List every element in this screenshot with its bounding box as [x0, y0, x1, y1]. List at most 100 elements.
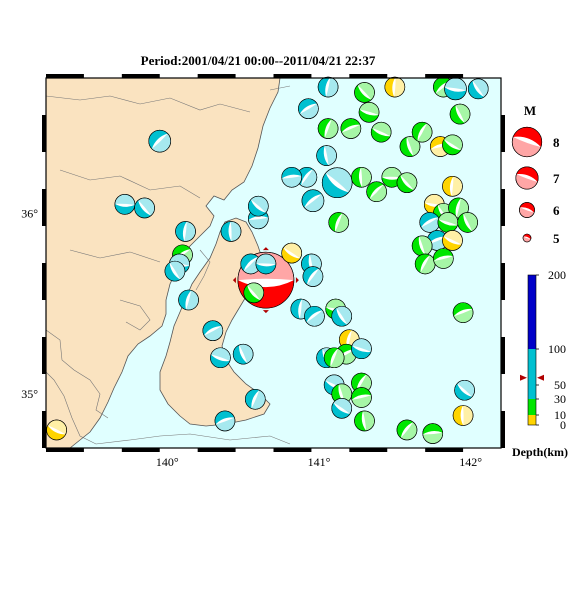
earthquake-event [328, 212, 350, 233]
earthquake-event [301, 189, 325, 213]
frame-tick-left [42, 411, 46, 448]
earthquake-event [321, 167, 353, 198]
earthquake-event [452, 405, 474, 426]
earthquake-event [340, 118, 362, 139]
earthquake-event [164, 260, 186, 282]
coastline-path [69, 249, 161, 263]
depth-scale-title: Depth(km) [512, 445, 568, 459]
coastline-path [59, 169, 201, 199]
earthquake-event [354, 82, 375, 103]
earthquake-event [442, 230, 463, 251]
depth-band [528, 399, 536, 415]
earthquake-event [414, 253, 436, 275]
depth-band [528, 275, 536, 349]
earthquake-event [396, 172, 418, 193]
main-shock-marker [295, 277, 299, 284]
earthquake-event [351, 372, 372, 394]
frame-tick-right [501, 411, 505, 448]
depth-band [528, 415, 536, 425]
depth-tick-label: 100 [548, 342, 566, 356]
earthquake-event [134, 197, 155, 219]
earthquake-event [298, 98, 319, 119]
coastline-path [269, 85, 291, 91]
earthquake-event [220, 221, 242, 242]
earthquake-event [232, 343, 254, 365]
latitude-tick-label: 35° [21, 387, 38, 401]
earthquake-event [46, 419, 67, 441]
earthquake-event [384, 76, 406, 98]
earthquake-event [175, 221, 196, 242]
earthquake-event [419, 212, 441, 233]
earthquake-event [358, 101, 380, 123]
frame-tick-right [501, 115, 505, 152]
depth-tick-label: 0 [560, 418, 566, 432]
magnitude-legend-symbol [515, 166, 539, 190]
earthquake-event [302, 266, 324, 287]
earthquake-event [454, 379, 475, 401]
earthquake-event [202, 320, 224, 341]
earthquake-event [354, 410, 375, 432]
depth-tick-label: 30 [554, 392, 566, 406]
earthquake-event [351, 166, 372, 188]
earthquake-event [433, 248, 454, 269]
frame-tick-left [42, 189, 46, 226]
magnitude-legend: M 8 7 6 5 [511, 103, 560, 246]
earthquake-event [396, 419, 418, 441]
map-area: 140° 141° 142° 35° 36° [21, 74, 505, 469]
longitude-tick-label: 140° [156, 455, 179, 469]
earthquake-event [317, 76, 339, 98]
map-title: Period:2001/04/21 00:00--2011/04/21 22:3… [141, 53, 376, 68]
magnitude-legend-title: M [524, 103, 536, 118]
frame-tick-right [501, 189, 505, 226]
map-frame-ticks [42, 74, 505, 452]
frame-tick-bottom [46, 448, 84, 452]
earthquake-event [442, 134, 463, 156]
depth-tick-label: 200 [548, 268, 566, 282]
depth-band [528, 349, 536, 399]
earthquake-event [351, 387, 372, 408]
earthquake-event [304, 305, 325, 327]
earthquake-event [452, 302, 474, 323]
magnitude-legend-label: 6 [553, 203, 560, 218]
earthquake-event [331, 397, 353, 419]
depth-tick-label: 10 [554, 408, 566, 422]
earthquake-event [248, 195, 269, 217]
earthquake-events [46, 76, 489, 444]
magnitude-legend-label: 5 [553, 231, 560, 246]
earthquake-event [148, 129, 172, 153]
earthquake-event [317, 118, 339, 139]
earthquake-event [323, 347, 345, 369]
earthquake-event [281, 166, 303, 188]
frame-tick-top [349, 74, 388, 78]
depth-tick-label: 50 [554, 378, 566, 392]
earthquake-event [331, 383, 353, 405]
magnitude-legend-symbol [522, 233, 532, 243]
earthquake-event [114, 194, 136, 215]
earthquake-event [411, 235, 433, 257]
magnitude-legend-items: 8 7 6 5 [511, 126, 560, 246]
earthquake-event [457, 212, 478, 233]
depth-color-bar [527, 274, 537, 426]
earthquake-event [442, 175, 463, 197]
depth-marker-left [520, 374, 527, 381]
frame-tick-top [273, 74, 312, 78]
earthquake-event [178, 289, 199, 311]
frame-tick-right [501, 337, 505, 374]
coastline-path [195, 249, 211, 291]
earthquake-event [214, 410, 236, 432]
latitude-tick-label: 36° [21, 206, 38, 220]
coastline-path [119, 299, 151, 331]
frame-tick-top [425, 74, 464, 78]
magnitude-legend-symbol [519, 202, 535, 218]
earthquake-event [370, 121, 392, 143]
coastline-path [45, 329, 109, 419]
earthquake-event [281, 242, 303, 264]
depth-marker-right [537, 374, 544, 381]
earthquake-event [243, 282, 265, 304]
earthquake-event [316, 145, 337, 166]
frame-tick-bottom [425, 448, 464, 452]
earthquake-event [422, 423, 444, 444]
earthquake-event [399, 136, 421, 157]
frame-tick-bottom [349, 448, 388, 452]
